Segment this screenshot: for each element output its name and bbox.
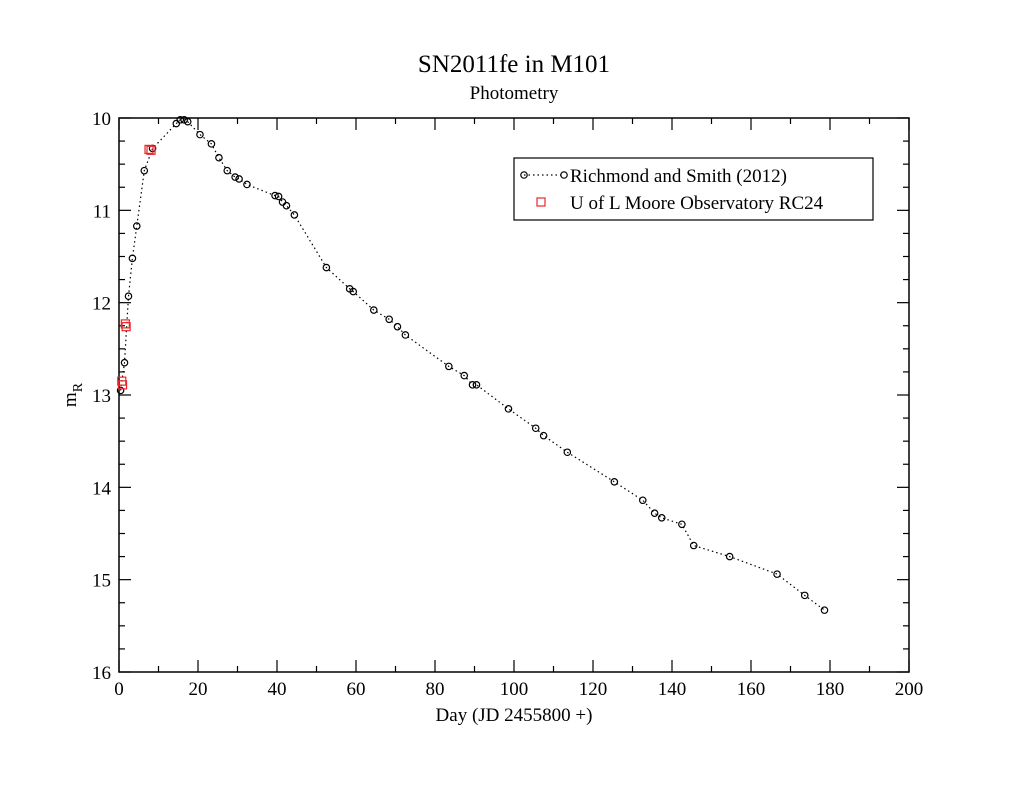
richmond-point	[650, 509, 659, 517]
richmond-point	[140, 166, 149, 175]
x-tick-label: 160	[737, 679, 766, 700]
richmond-point	[773, 570, 781, 578]
richmond-point	[657, 514, 666, 522]
y-tick-label: 12	[92, 294, 111, 315]
legend-marker-richmond-end	[560, 171, 568, 179]
richmond-point	[820, 606, 829, 614]
moore-point	[146, 145, 156, 155]
series-layer	[116, 116, 829, 614]
richmond-series-line	[120, 119, 825, 611]
richmond-point	[282, 201, 291, 210]
richmond-point	[678, 520, 686, 529]
y-axis-label: mR	[60, 382, 86, 407]
richmond-point	[196, 130, 204, 139]
x-tick-labels: 0 20 40 60 80 100 120 140 160 180 200	[114, 679, 923, 700]
richmond-point	[349, 287, 358, 296]
x-tick-label: 40	[268, 679, 287, 700]
richmond-point	[128, 254, 137, 263]
richmond-point	[183, 117, 192, 126]
richmond-point	[725, 552, 734, 561]
y-tick-label: 11	[93, 201, 111, 222]
richmond-point	[116, 386, 125, 395]
richmond-point	[385, 315, 393, 324]
y-tick-label: 16	[92, 663, 111, 684]
x-tick-label: 60	[347, 679, 366, 700]
legend-label-moore: U of L Moore Observatory RC24	[570, 193, 824, 214]
x-tick-label: 180	[816, 679, 845, 700]
y-tick-labels: 10 11 12 13 14 15 16	[92, 109, 112, 684]
richmond-point	[369, 306, 378, 314]
richmond-point	[223, 166, 232, 175]
richmond-point	[271, 191, 279, 200]
richmond-point	[278, 198, 287, 206]
richmond-point	[393, 322, 402, 331]
y-tick-label: 10	[92, 109, 111, 130]
x-tick-label: 0	[114, 679, 124, 700]
richmond-point	[176, 116, 185, 124]
y-tick-label: 15	[92, 571, 111, 592]
moore-point	[144, 144, 154, 154]
richmond-point	[274, 192, 283, 201]
x-tick-label: 200	[895, 679, 924, 700]
legend-label-richmond: Richmond and Smith (2012)	[570, 166, 787, 187]
y-tick-label: 13	[92, 386, 111, 407]
richmond-point	[445, 362, 453, 371]
richmond-point	[504, 405, 513, 413]
richmond-point	[180, 116, 188, 124]
richmond-point	[468, 381, 477, 389]
richmond-point	[460, 371, 469, 380]
chart-subtitle: Photometry	[470, 83, 559, 104]
x-tick-label: 20	[189, 679, 208, 700]
legend-box	[513, 157, 874, 221]
richmond-point	[610, 477, 619, 486]
richmond-point	[472, 381, 481, 389]
y-axis-label-sub: R	[71, 382, 86, 392]
moore-point	[120, 319, 130, 329]
richmond-point	[215, 153, 223, 162]
richmond-point	[531, 424, 540, 433]
richmond-point	[231, 173, 239, 181]
richmond-point	[689, 541, 698, 550]
richmond-point	[638, 496, 647, 505]
legend: Richmond and Smith (2012) U of L Moore O…	[513, 157, 874, 221]
richmond-point	[322, 263, 331, 272]
chart-title: SN2011fe in M101	[418, 51, 610, 78]
y-axis-label-main: m	[60, 392, 81, 407]
x-tick-label: 100	[500, 679, 529, 700]
moore-point	[121, 322, 131, 332]
y-tick-label: 14	[92, 478, 112, 499]
richmond-point	[563, 448, 572, 457]
axis-ticks	[118, 117, 910, 673]
moore-point	[117, 380, 128, 390]
richmond-point	[235, 175, 243, 183]
x-tick-label: 140	[658, 679, 687, 700]
richmond-point	[124, 292, 133, 301]
richmond-point	[120, 358, 129, 367]
richmond-point	[243, 180, 251, 189]
richmond-point	[800, 591, 809, 600]
richmond-point	[207, 140, 216, 148]
richmond-point	[401, 331, 410, 339]
richmond-point	[290, 211, 299, 219]
legend-marker-richmond	[520, 171, 528, 179]
x-tick-label: 80	[426, 679, 445, 700]
richmond-point	[539, 431, 548, 440]
richmond-point	[132, 222, 141, 230]
legend-marker-moore	[536, 197, 546, 207]
x-tick-label: 120	[579, 679, 608, 700]
x-axis-label: Day (JD 2455800 +)	[436, 705, 593, 726]
